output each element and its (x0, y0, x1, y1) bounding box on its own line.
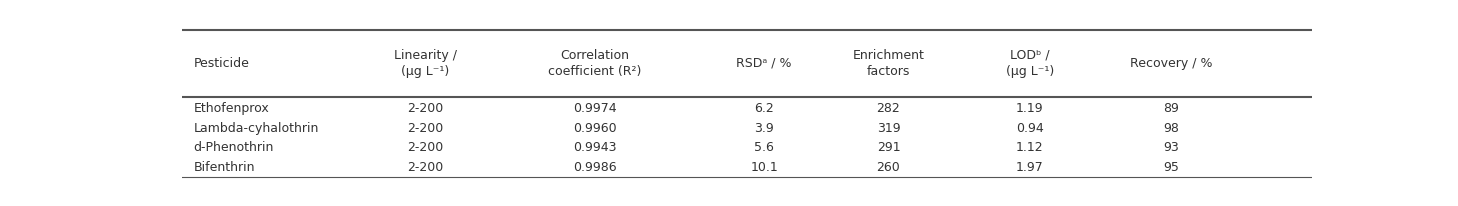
Text: 0.9943: 0.9943 (573, 141, 617, 154)
Text: Ethofenprox: Ethofenprox (194, 101, 270, 114)
Text: Linearity /
(μg L⁻¹): Linearity / (μg L⁻¹) (394, 48, 456, 77)
Text: d-Phenothrin: d-Phenothrin (194, 141, 274, 154)
Text: 282: 282 (876, 101, 901, 114)
Text: 1.12: 1.12 (1016, 141, 1044, 154)
Text: 0.9960: 0.9960 (573, 121, 617, 134)
Text: 291: 291 (876, 141, 900, 154)
Text: 2-200: 2-200 (407, 141, 443, 154)
Text: 0.9974: 0.9974 (573, 101, 617, 114)
Text: 319: 319 (876, 121, 900, 134)
Text: 2-200: 2-200 (407, 101, 443, 114)
Text: LODᵇ /
(μg L⁻¹): LODᵇ / (μg L⁻¹) (1006, 48, 1054, 77)
Text: 0.94: 0.94 (1016, 121, 1044, 134)
Text: 0.9986: 0.9986 (573, 161, 617, 173)
Text: 10.1: 10.1 (751, 161, 779, 173)
Text: 2-200: 2-200 (407, 161, 443, 173)
Text: RSDᵃ / %: RSDᵃ / % (736, 56, 792, 69)
Text: Enrichment
factors: Enrichment factors (853, 48, 924, 77)
Text: 2-200: 2-200 (407, 121, 443, 134)
Text: 3.9: 3.9 (754, 121, 774, 134)
Text: Correlation
coefficient (R²): Correlation coefficient (R²) (548, 48, 642, 77)
Text: 98: 98 (1163, 121, 1180, 134)
Text: Lambda-cyhalothrin: Lambda-cyhalothrin (194, 121, 319, 134)
Text: 5.6: 5.6 (754, 141, 774, 154)
Text: 95: 95 (1163, 161, 1180, 173)
Text: Bifenthrin: Bifenthrin (194, 161, 255, 173)
Text: Pesticide: Pesticide (194, 56, 249, 69)
Text: 93: 93 (1163, 141, 1180, 154)
Text: 89: 89 (1163, 101, 1180, 114)
Text: Recovery / %: Recovery / % (1130, 56, 1212, 69)
Text: 1.19: 1.19 (1016, 101, 1044, 114)
Text: 6.2: 6.2 (754, 101, 774, 114)
Text: 1.97: 1.97 (1016, 161, 1044, 173)
Text: 260: 260 (876, 161, 901, 173)
